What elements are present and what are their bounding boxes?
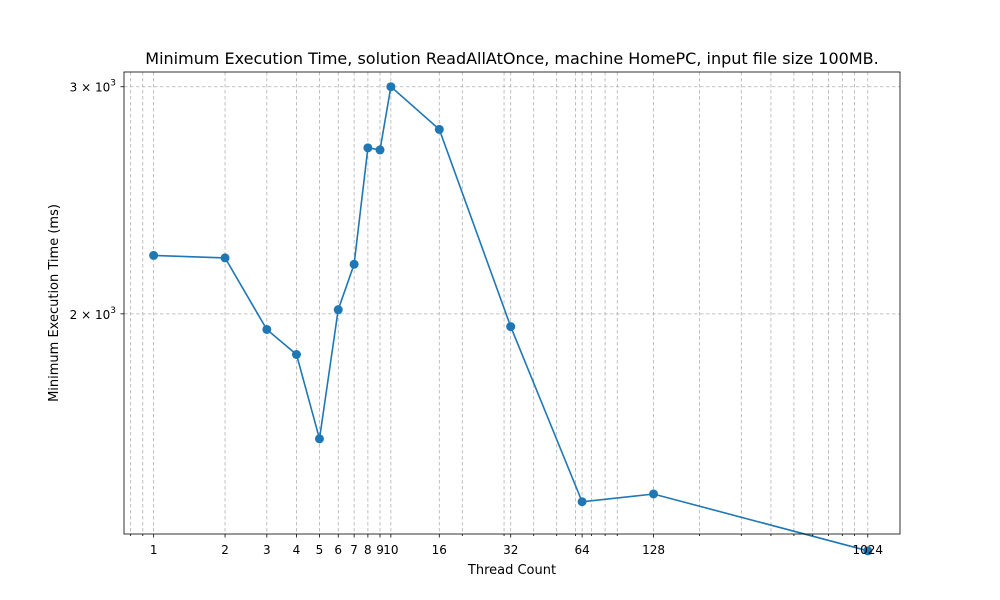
y-tick-label: 3 × 103	[70, 79, 116, 95]
x-tick-label: 9	[376, 543, 384, 557]
chart-title: Minimum Execution Time, solution ReadAll…	[145, 49, 878, 68]
data-point	[363, 143, 373, 153]
data-point	[863, 546, 873, 556]
grid	[124, 72, 900, 534]
x-tick-label: 128	[642, 543, 665, 557]
data-point	[386, 82, 396, 92]
x-tick-label: 1024	[853, 543, 884, 557]
data-point	[375, 145, 385, 155]
data-point	[333, 305, 343, 315]
data-point	[649, 489, 659, 499]
data-point	[291, 349, 301, 359]
y-tick-label: 2 × 103	[70, 306, 116, 322]
x-tick-label: 2	[221, 543, 229, 557]
plot-frame	[123, 71, 901, 535]
x-tick-label: 6	[334, 543, 342, 557]
data-point	[434, 124, 444, 134]
y-axis-label: Minimum Execution Time (ms)	[47, 204, 62, 402]
data-point	[262, 324, 272, 334]
x-tick-label: 5	[316, 543, 324, 557]
data-point	[149, 250, 159, 260]
x-tick-label: 8	[364, 543, 372, 557]
data-marker-layer	[149, 82, 873, 556]
x-tick-label: 64	[574, 543, 589, 557]
x-tick-label: 3	[263, 543, 271, 557]
data-point	[349, 259, 359, 269]
data-point	[220, 253, 230, 263]
x-axis-label: Thread Count	[467, 563, 556, 578]
x-tick-label: 4	[293, 543, 301, 557]
x-axis-ticks: 1 2 3 4 5 6 7 8 9 10 16 32 64 128 1024	[130, 534, 884, 557]
x-tick-label: 10	[383, 543, 398, 557]
data-point	[506, 322, 516, 332]
data-point	[314, 434, 324, 444]
x-tick-label: 32	[503, 543, 518, 557]
x-tick-label: 7	[350, 543, 358, 557]
y-axis-ticks: 2 × 103 3 × 103	[70, 79, 124, 322]
data-point	[577, 497, 587, 507]
x-tick-label: 1	[150, 543, 158, 557]
x-tick-label: 16	[432, 543, 447, 557]
